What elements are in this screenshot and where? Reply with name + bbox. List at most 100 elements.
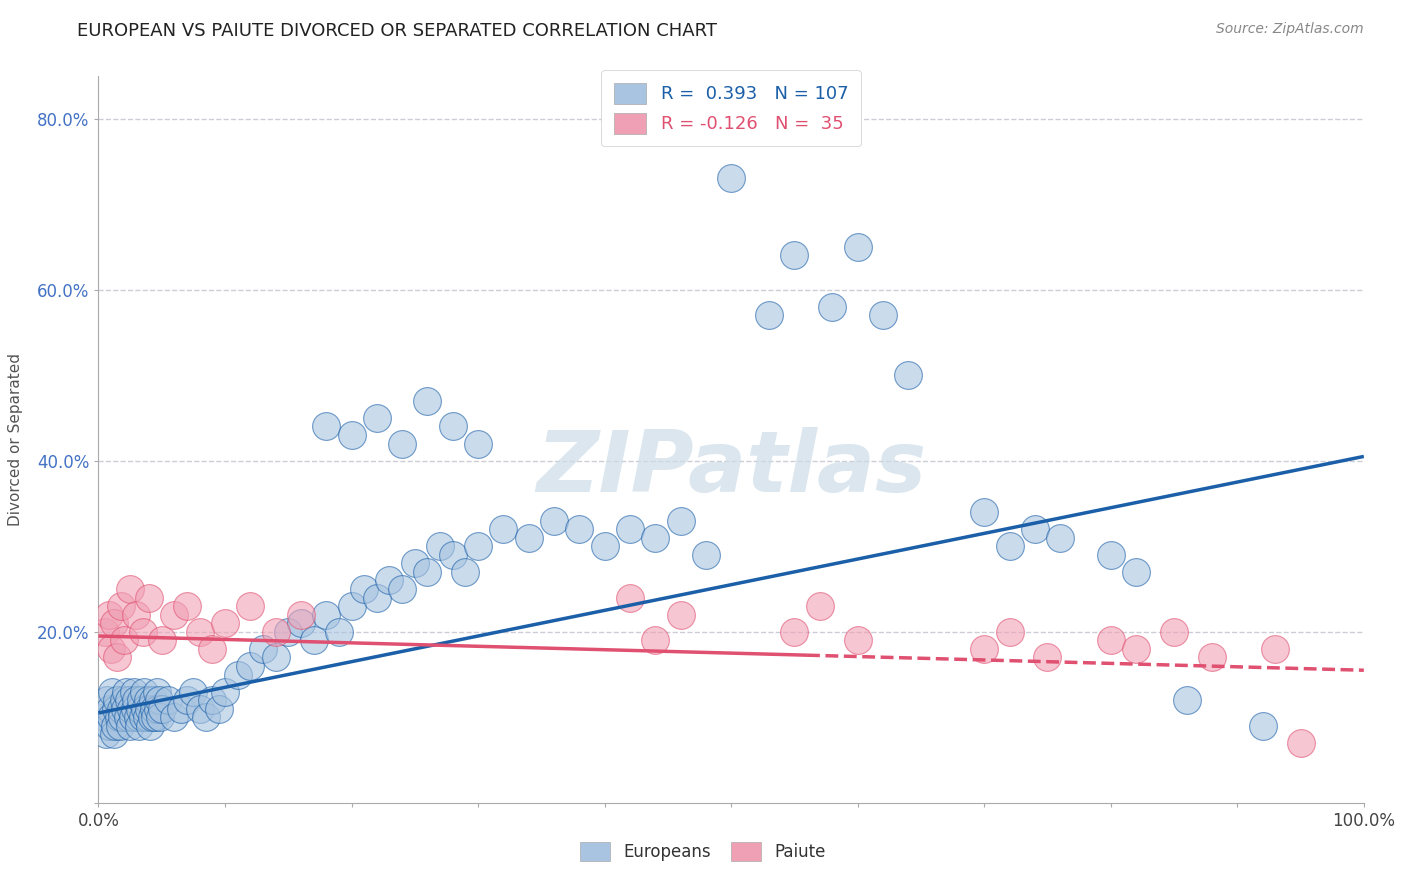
Point — [492, 522, 515, 536]
Point — [1264, 641, 1286, 656]
Point — [132, 710, 155, 724]
Point — [149, 710, 172, 724]
Point — [101, 684, 124, 698]
Point — [138, 702, 160, 716]
Point — [1125, 565, 1147, 579]
Point — [150, 633, 173, 648]
Text: Source: ZipAtlas.com: Source: ZipAtlas.com — [1216, 22, 1364, 37]
Point — [214, 616, 236, 631]
Point — [998, 624, 1021, 639]
Point — [132, 624, 155, 639]
Point — [183, 684, 205, 698]
Point — [208, 702, 231, 716]
Point — [290, 607, 312, 622]
Legend: Europeans, Paiute: Europeans, Paiute — [574, 835, 832, 868]
Point — [98, 702, 121, 716]
Point — [125, 693, 148, 707]
Point — [366, 591, 388, 605]
Point — [115, 684, 138, 698]
Y-axis label: Divorced or Separated: Divorced or Separated — [8, 353, 22, 525]
Point — [120, 719, 141, 733]
Point — [112, 633, 135, 648]
Point — [1049, 531, 1071, 545]
Point — [103, 727, 125, 741]
Point — [821, 300, 844, 314]
Point — [138, 591, 160, 605]
Point — [93, 624, 117, 639]
Point — [669, 607, 692, 622]
Point — [808, 599, 831, 613]
Point — [998, 539, 1021, 553]
Point — [110, 599, 132, 613]
Point — [783, 248, 806, 262]
Point — [1175, 693, 1198, 707]
Point — [239, 599, 262, 613]
Point — [353, 582, 375, 596]
Point — [264, 650, 287, 665]
Point — [169, 702, 191, 716]
Point — [112, 693, 135, 707]
Point — [194, 710, 218, 724]
Point — [340, 428, 363, 442]
Point — [366, 411, 388, 425]
Point — [973, 505, 995, 519]
Point — [467, 436, 489, 450]
Point — [1024, 522, 1046, 536]
Point — [150, 702, 173, 716]
Point — [100, 641, 122, 656]
Point — [264, 624, 287, 639]
Point — [340, 599, 363, 613]
Point — [441, 419, 464, 434]
Point — [128, 719, 150, 733]
Point — [1251, 719, 1274, 733]
Point — [239, 659, 262, 673]
Point — [1163, 624, 1185, 639]
Point — [105, 702, 128, 716]
Point — [1289, 736, 1312, 750]
Point — [758, 308, 780, 322]
Point — [94, 727, 117, 741]
Point — [188, 624, 211, 639]
Point — [107, 693, 129, 707]
Point — [107, 650, 129, 665]
Point — [176, 599, 198, 613]
Point — [619, 591, 641, 605]
Point — [97, 607, 120, 622]
Text: ZIPatlas: ZIPatlas — [536, 427, 927, 510]
Point — [96, 693, 118, 707]
Point — [644, 531, 666, 545]
Point — [100, 710, 122, 724]
Point — [226, 667, 249, 681]
Point — [695, 548, 717, 562]
Point — [441, 548, 464, 562]
Point — [568, 522, 591, 536]
Point — [124, 702, 146, 716]
Point — [127, 710, 149, 724]
Point — [108, 719, 131, 733]
Point — [131, 693, 153, 707]
Point — [118, 693, 141, 707]
Point — [897, 368, 920, 383]
Point — [121, 710, 143, 724]
Point — [391, 582, 413, 596]
Point — [290, 616, 312, 631]
Point — [328, 624, 350, 639]
Point — [404, 557, 426, 571]
Point — [125, 607, 148, 622]
Text: EUROPEAN VS PAIUTE DIVORCED OR SEPARATED CORRELATION CHART: EUROPEAN VS PAIUTE DIVORCED OR SEPARATED… — [77, 22, 717, 40]
Point — [97, 719, 120, 733]
Point — [110, 702, 132, 716]
Point — [454, 565, 477, 579]
Point — [201, 693, 224, 707]
Point — [429, 539, 451, 553]
Point — [134, 702, 156, 716]
Point — [517, 531, 540, 545]
Point — [142, 693, 165, 707]
Point — [120, 582, 141, 596]
Point — [1099, 548, 1122, 562]
Point — [302, 633, 325, 648]
Point — [1036, 650, 1059, 665]
Point — [93, 710, 117, 724]
Point — [1099, 633, 1122, 648]
Point — [669, 514, 692, 528]
